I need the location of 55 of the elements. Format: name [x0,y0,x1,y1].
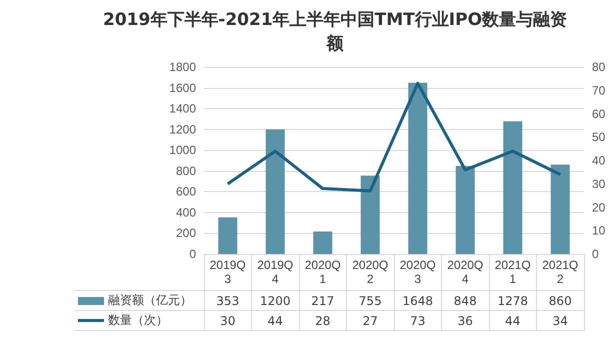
y-tick-label: 0 [189,247,196,261]
y2-tick-label: 80 [592,60,606,74]
x-tick-label: 2019Q3 [210,258,246,286]
bar [456,166,475,254]
x-tick-label: 2020Q3 [400,258,436,286]
bar [408,82,428,254]
data-label: 44 [489,310,536,330]
y2-tick-label: 40 [592,154,606,168]
bar [550,164,570,254]
x-tick-label: 2021Q1 [494,258,531,286]
y2-tick-label: 70 [592,83,606,98]
y2-tick-label: 20 [592,200,606,214]
data-label: 27 [346,310,394,330]
data-label: 1200 [252,290,299,310]
data-label: 353 [204,290,252,310]
y-tick-label: 1200 [169,122,196,136]
y-tick-label: 200 [176,226,196,240]
y2-tick-label: 30 [592,176,606,191]
data-label: 860 [536,290,584,310]
bar [313,231,332,254]
y-tick-label: 1600 [169,80,196,95]
chart-title: 2019年下半年-2021年上半年中国TMT行业IPO数量与融资额 [102,9,568,56]
y-tick-label: 800 [176,164,196,178]
y2-tick-label: 0 [592,247,599,261]
y-tick-label: 1400 [169,102,196,116]
bar [218,217,238,254]
data-label: 1648 [394,290,442,310]
x-tick-label: 2020Q1 [304,258,341,286]
data-label: 30 [204,310,252,330]
bar [266,129,285,254]
y2-tick-label: 50 [592,130,606,144]
data-label: 217 [299,290,346,310]
y-tick-label: 1000 [169,143,196,158]
y2-tick-label: 10 [592,224,606,238]
data-label: 73 [394,310,442,330]
x-tick-label: 2021Q2 [542,258,578,286]
data-label: 848 [442,290,489,310]
x-tick-label: 2020Q4 [447,258,484,286]
y-tick-label: 600 [176,184,196,199]
legend-label: 融资额（亿元） [75,290,204,310]
data-label: 755 [346,290,394,310]
data-label: 28 [299,310,346,330]
y-tick-label: 1800 [169,60,196,74]
legend-label: 数量（次） [75,310,204,330]
data-label: 36 [442,310,489,330]
y2-tick-label: 60 [592,106,606,121]
bar [360,176,380,254]
y-tick-label: 400 [176,205,196,220]
x-tick-label: 2019Q4 [257,258,294,286]
data-label: 44 [252,310,299,330]
line-series [226,82,562,192]
data-label: 1278 [489,290,536,310]
data-label: 34 [536,310,584,330]
x-tick-label: 2020Q2 [352,258,388,286]
bar [503,121,522,254]
